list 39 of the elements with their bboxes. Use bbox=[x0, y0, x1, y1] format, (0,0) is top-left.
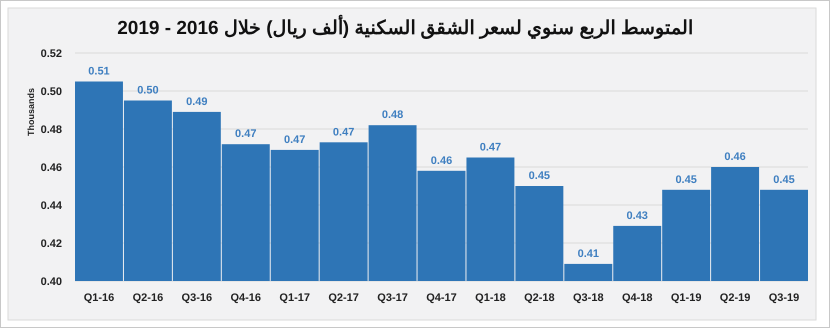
data-label: 0.47 bbox=[235, 128, 256, 140]
y-tick-label: 0.42 bbox=[40, 238, 62, 250]
data-label: 0.45 bbox=[675, 174, 697, 186]
x-tick-label: Q2-18 bbox=[524, 292, 555, 304]
data-label: 0.45 bbox=[773, 174, 795, 186]
y-tick-label: 0.48 bbox=[40, 124, 62, 136]
data-label: 0.47 bbox=[480, 142, 502, 154]
x-tick-label: Q2-19 bbox=[720, 292, 750, 304]
x-tick-label: Q4-16 bbox=[230, 292, 262, 304]
x-tick-label: Q2-17 bbox=[328, 292, 359, 304]
x-tick-label: Q4-18 bbox=[622, 292, 653, 304]
x-tick-label: Q2-16 bbox=[132, 292, 164, 304]
y-tick-label: 0.44 bbox=[40, 200, 63, 212]
x-tick-label: Q1-17 bbox=[279, 292, 310, 304]
x-tick-label: Q1-18 bbox=[475, 292, 506, 304]
data-label: 0.47 bbox=[284, 134, 306, 146]
x-tick-label: Q1-19 bbox=[670, 292, 702, 304]
data-label: 0.51 bbox=[88, 66, 110, 78]
x-tick-label: Q4-17 bbox=[426, 292, 457, 304]
data-label: 0.46 bbox=[430, 154, 452, 167]
data-label: 0.50 bbox=[137, 84, 159, 96]
y-tick-label: 0.50 bbox=[40, 86, 62, 98]
y-tick-label: 0.52 bbox=[40, 48, 62, 60]
y-tick-label: 0.40 bbox=[40, 276, 62, 288]
x-tick-label: Q3-17 bbox=[377, 292, 408, 304]
data-label: 0.43 bbox=[626, 210, 648, 222]
data-label: 0.46 bbox=[724, 151, 746, 163]
y-tick-label: 0.46 bbox=[40, 162, 62, 174]
data-label: 0.48 bbox=[382, 109, 404, 122]
y-axis-title: Thousands bbox=[26, 88, 36, 136]
x-tick-label: Q3-19 bbox=[768, 292, 800, 304]
chart-title: المتوسط الربع سنوي لسعر الشقق السكنية (ألف ريال) خلال 2016 - 2019 bbox=[117, 14, 693, 40]
data-label: 0.41 bbox=[578, 248, 600, 260]
data-label: 0.47 bbox=[332, 126, 354, 138]
x-tick-label: Q1-16 bbox=[84, 292, 114, 304]
x-tick-label: Q3-18 bbox=[573, 292, 604, 304]
x-tick-label: Q3-16 bbox=[182, 292, 212, 304]
data-label: 0.49 bbox=[186, 96, 208, 108]
data-label: 0.45 bbox=[528, 170, 550, 182]
